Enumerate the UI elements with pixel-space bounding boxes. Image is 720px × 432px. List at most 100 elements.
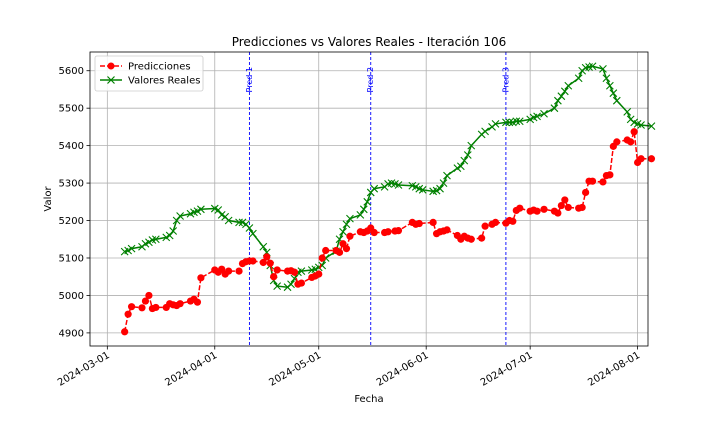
data-point — [127, 303, 136, 311]
y-tick-label: 5300 — [59, 179, 84, 190]
data-point — [235, 267, 243, 275]
y-tick-label: 5000 — [59, 291, 84, 302]
data-point — [356, 211, 365, 219]
data-point — [606, 171, 614, 179]
y-tick-label: 5600 — [59, 66, 84, 77]
data-point — [550, 104, 559, 113]
data-point — [429, 218, 437, 227]
data-point — [599, 178, 607, 186]
data-point — [273, 282, 282, 290]
data-point — [478, 234, 486, 242]
data-point — [436, 184, 444, 193]
data-point — [637, 121, 645, 129]
grid — [90, 52, 648, 346]
data-point — [363, 197, 372, 206]
data-point — [602, 74, 611, 83]
legend-marker-valores-reales — [107, 76, 115, 84]
data-point — [315, 270, 323, 278]
data-point — [394, 181, 403, 189]
y-axis: 4900 5000 5100 5200 5300 5400 5500 5600 — [59, 66, 90, 339]
data-point — [578, 203, 586, 212]
chart-title: Predicciones vs Valores Reales - Iteraci… — [232, 35, 507, 49]
data-point — [467, 235, 475, 243]
data-point — [273, 266, 281, 274]
data-point — [259, 258, 267, 267]
y-tick-label: 5200 — [59, 216, 84, 227]
data-point — [415, 219, 423, 228]
data-point — [287, 280, 295, 289]
plot-frame — [89, 51, 649, 347]
data-point — [152, 303, 160, 312]
data-point — [540, 205, 548, 213]
y-axis-label: Valor — [43, 186, 54, 212]
data-point — [418, 185, 427, 194]
data-point — [145, 238, 153, 247]
data-point — [172, 216, 181, 225]
data-point — [588, 62, 597, 71]
data-point — [647, 155, 656, 163]
data-point — [491, 218, 500, 227]
data-point — [176, 212, 185, 220]
data-point — [138, 304, 146, 312]
legend: Predicciones Valores Reales — [94, 55, 204, 92]
data-point — [370, 184, 379, 193]
data-point — [259, 242, 268, 251]
data-point — [515, 117, 524, 126]
data-point — [297, 279, 306, 287]
y-tick-label: 5100 — [59, 253, 84, 264]
data-point — [467, 141, 476, 150]
data-point — [533, 112, 541, 121]
data-point — [197, 274, 205, 282]
data-point — [151, 235, 160, 244]
data-point — [290, 268, 299, 276]
prediction-vline-label: Pred 1 — [245, 67, 254, 92]
data-point — [346, 232, 354, 240]
data-point — [561, 196, 569, 204]
data-point — [605, 81, 614, 90]
data-point — [318, 254, 326, 262]
prediction-vline-label: Pred 3 — [501, 67, 510, 92]
data-point — [384, 228, 392, 236]
data-point — [564, 203, 572, 212]
data-point — [564, 81, 573, 90]
data-point — [439, 179, 448, 187]
data-point — [609, 89, 618, 98]
x-axis-label: Fecha — [354, 394, 383, 405]
data-point — [121, 328, 129, 336]
data-point — [557, 201, 565, 210]
y-tick-label: 5400 — [59, 141, 84, 152]
data-point — [335, 248, 344, 256]
data-point — [647, 122, 656, 131]
data-point — [443, 226, 451, 234]
data-point — [613, 138, 621, 146]
data-point — [124, 310, 132, 318]
data-point — [342, 245, 351, 253]
data-point — [588, 177, 597, 185]
y-tick-label: 4900 — [59, 328, 84, 339]
data-point — [176, 300, 184, 308]
data-point — [249, 229, 257, 238]
data-point — [359, 205, 368, 214]
data-point — [339, 227, 347, 236]
data-point — [554, 209, 562, 217]
data-point — [235, 218, 243, 227]
data-point — [346, 214, 354, 223]
data-point — [193, 298, 202, 306]
data-point — [443, 171, 451, 180]
prediction-vline-label: Pred 2 — [366, 67, 375, 92]
data-point — [491, 120, 500, 128]
data-point — [127, 244, 136, 253]
y-tick-label: 5500 — [59, 104, 84, 115]
data-point — [516, 204, 524, 212]
legend-box — [94, 55, 204, 92]
data-point — [263, 253, 271, 261]
data-point — [225, 267, 233, 275]
data-point — [249, 257, 257, 265]
data-point — [599, 64, 607, 73]
data-point — [141, 297, 150, 305]
data-point — [509, 217, 517, 225]
data-point — [224, 216, 233, 225]
data-point — [637, 155, 645, 163]
data-point — [612, 96, 621, 105]
data-point — [297, 267, 306, 275]
